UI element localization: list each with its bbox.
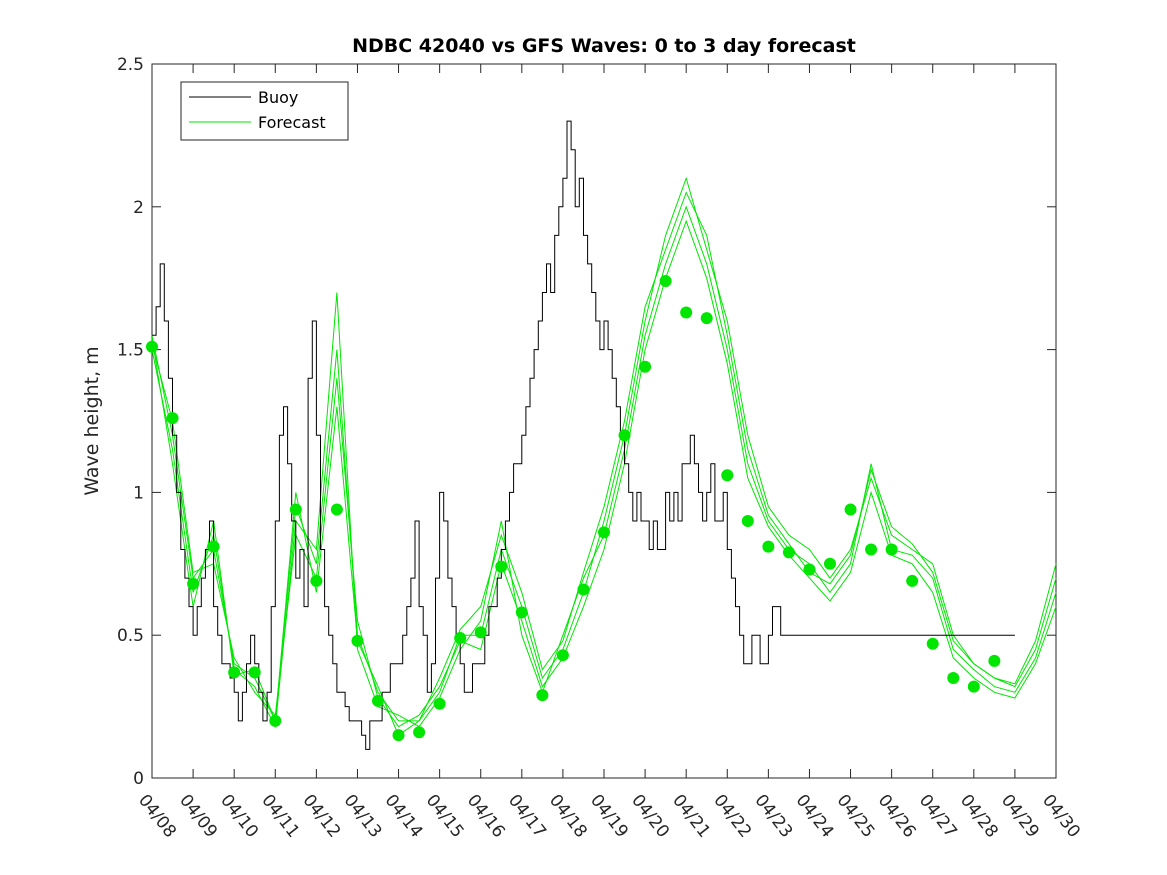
forecast-marker — [680, 306, 693, 319]
forecast-marker — [885, 543, 898, 556]
forecast-marker — [269, 714, 282, 727]
x-tick-label: 04/13 — [340, 791, 386, 842]
forecast-marker — [433, 697, 446, 710]
y-axis-label: Wave height, m — [81, 346, 103, 495]
x-tick-label: 04/11 — [257, 791, 303, 842]
forecast-marker — [474, 626, 487, 639]
legend-forecast-label: Forecast — [258, 113, 326, 132]
forecast-marker — [187, 577, 200, 590]
x-tick-label: 04/16 — [463, 791, 509, 842]
x-tick-label: 04/23 — [750, 791, 796, 842]
forecast-marker — [413, 726, 426, 739]
forecast-marker — [454, 632, 467, 645]
forecast-marker — [577, 583, 590, 596]
y-axis-tick-labels: 0 0.5 1 1.5 2 2.5 — [117, 55, 144, 789]
forecast-marker — [618, 429, 631, 442]
forecast-series-line — [151, 191, 1057, 736]
x-tick-label: 04/27 — [915, 791, 961, 842]
forecast-marker — [351, 634, 364, 647]
forecast-marker — [310, 574, 323, 587]
forecast-marker — [741, 514, 754, 527]
forecast-marker — [803, 563, 816, 576]
y-tick-label: 2.5 — [117, 55, 144, 75]
forecast-marker — [228, 666, 241, 679]
x-tick-label: 04/10 — [216, 791, 262, 842]
x-tick-label: 04/09 — [175, 791, 221, 842]
y-tick-label: 1.5 — [117, 341, 144, 361]
x-tick-label: 04/08 — [134, 791, 180, 842]
x-tick-label: 04/26 — [874, 791, 920, 842]
forecast-marker — [598, 526, 610, 539]
y-tick-label: 2 — [133, 198, 144, 218]
legend-buoy-label: Buoy — [258, 88, 298, 107]
forecast-marker — [967, 680, 980, 693]
x-tick-label: 04/18 — [545, 791, 591, 842]
y-tick-label: 0.5 — [117, 626, 144, 646]
legend-box — [180, 81, 349, 141]
forecast-marker — [824, 557, 836, 570]
forecast-marker — [721, 469, 734, 482]
plot-area — [151, 63, 1057, 779]
forecast-marker — [762, 540, 775, 553]
forecast-marker — [659, 275, 672, 288]
forecast-marker — [248, 666, 261, 679]
forecast-marker — [515, 606, 528, 619]
x-tick-label: 04/25 — [833, 791, 879, 842]
forecast-marker — [536, 689, 549, 702]
forecast-marker — [906, 574, 919, 587]
forecast-marker — [392, 729, 405, 742]
x-tick-label: 04/14 — [381, 791, 427, 842]
x-tick-label: 04/24 — [792, 791, 838, 842]
forecast-marker — [166, 412, 179, 425]
forecast-marker — [289, 503, 302, 516]
forecast-marker — [495, 560, 508, 573]
forecast-marker — [782, 546, 795, 559]
legend: Buoy Forecast — [180, 81, 349, 141]
x-tick-label: 04/19 — [586, 791, 632, 842]
forecast-marker — [372, 694, 384, 707]
axis-ticks — [151, 63, 1057, 779]
forecast-marker — [556, 649, 569, 662]
forecast-marker — [926, 637, 939, 650]
forecast-marker — [865, 543, 878, 556]
forecast-marker — [207, 540, 220, 553]
x-axis-tick-labels: 04/0804/0904/1004/1104/1204/1304/1404/15… — [134, 791, 1084, 842]
forecast-marker — [947, 672, 960, 685]
x-tick-label: 04/29 — [997, 791, 1043, 842]
forecast-marker — [988, 654, 1001, 667]
x-tick-label: 04/20 — [627, 791, 673, 842]
x-tick-label: 04/28 — [956, 791, 1002, 842]
forecast-markers — [146, 275, 1001, 742]
x-tick-label: 04/17 — [504, 791, 550, 842]
x-tick-label: 04/12 — [298, 791, 344, 842]
y-tick-label: 1 — [133, 483, 144, 503]
forecast-marker — [639, 360, 652, 373]
forecast-marker — [146, 340, 158, 353]
forecast-marker — [844, 503, 857, 516]
x-tick-label: 04/15 — [422, 791, 468, 842]
forecast-marker — [330, 503, 343, 516]
x-tick-label: 04/21 — [668, 791, 714, 842]
buoy-series-line — [152, 120, 1015, 750]
x-tick-label: 04/22 — [709, 791, 755, 842]
forecast-marker — [700, 312, 713, 325]
chart-title: NDBC 42040 vs GFS Waves: 0 to 3 day fore… — [352, 35, 856, 57]
y-tick-label: 0 — [133, 769, 144, 789]
x-tick-label: 04/30 — [1038, 791, 1084, 842]
